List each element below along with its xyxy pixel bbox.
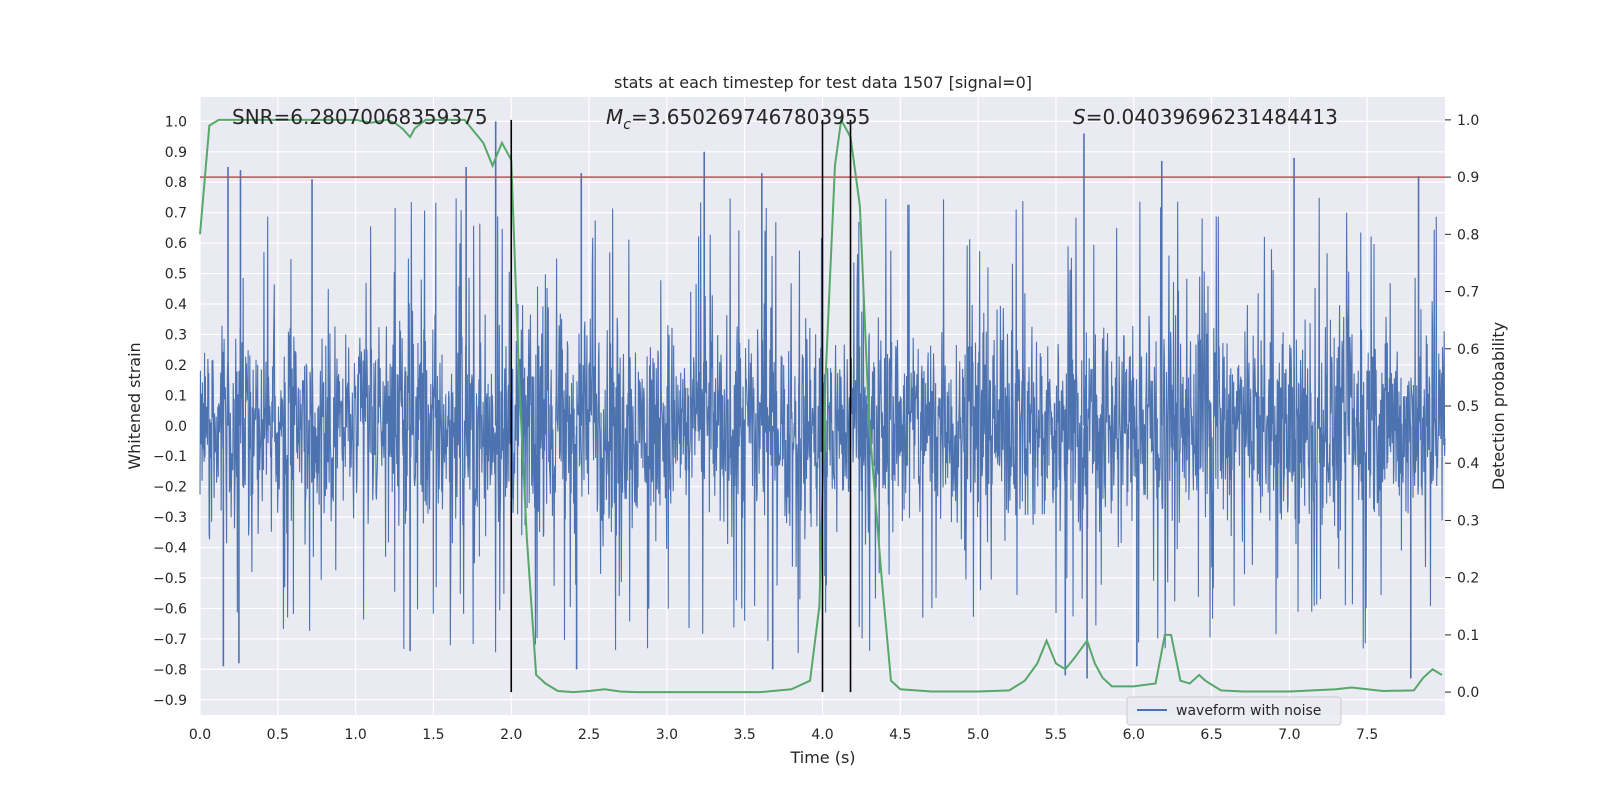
y-right-tick-label: 0.2 xyxy=(1457,571,1479,587)
y-right-tick-label: 0.3 xyxy=(1457,513,1479,529)
y-right-tick-label: 0.9 xyxy=(1457,170,1479,186)
y-right-tick-label: 0.7 xyxy=(1457,285,1479,301)
statistic-value: =0.04039696231484413 xyxy=(1086,105,1338,129)
y-right-axis-ticks: 1.0 0.9 0.8 0.7 0.6 0.5 0.4 0.3 0.2 0.1 0.0 xyxy=(1445,113,1479,701)
y-right-axis-title: Detection probability xyxy=(1489,322,1508,490)
event-markers xyxy=(510,119,852,693)
y-left-tick-label: 0.1 xyxy=(165,388,187,404)
legend-label: waveform with noise xyxy=(1176,703,1321,719)
chirp-mass-annotation: Mc=3.6502697467803955 xyxy=(606,105,870,133)
y-right-tick-label: 0.4 xyxy=(1457,456,1479,472)
x-tick-label: 4.0 xyxy=(811,727,833,743)
probability-series xyxy=(199,116,1443,694)
x-tick-label: 6.0 xyxy=(1123,727,1145,743)
x-tick-label: 2.5 xyxy=(578,727,600,743)
x-tick-label: 2.0 xyxy=(500,727,522,743)
y-left-tick-label: −0.5 xyxy=(153,571,187,587)
y-left-tick-label: −0.9 xyxy=(153,693,187,709)
y-left-tick-label: 0.5 xyxy=(165,267,187,283)
x-tick-label: 5.0 xyxy=(967,727,989,743)
y-left-tick-label: 0.2 xyxy=(165,358,187,374)
y-left-axis-ticks: 1.0 0.9 0.8 0.7 0.6 0.5 0.4 0.3 0.2 0.1 0.0 −0.1 −0.… xyxy=(153,114,187,708)
y-right-tick-label: 0.0 xyxy=(1457,685,1479,701)
y-left-axis-title: Whitened strain xyxy=(125,342,144,469)
legend: waveform with noise xyxy=(1126,696,1342,726)
y-left-tick-label: 0.7 xyxy=(165,206,187,222)
x-tick-label: 3.0 xyxy=(656,727,678,743)
y-left-tick-label: −0.6 xyxy=(153,601,187,617)
y-left-tick-label: −0.8 xyxy=(153,662,187,678)
x-tick-label: 1.0 xyxy=(344,727,366,743)
chirp-mass-value: =3.6502697467803955 xyxy=(631,105,870,129)
x-tick-label: 0.0 xyxy=(189,727,211,743)
x-axis-title: Time (s) xyxy=(789,748,855,767)
probability-line xyxy=(199,116,1443,694)
chirp-mass-subscript: c xyxy=(623,117,631,133)
y-right-tick-label: 0.1 xyxy=(1457,628,1479,644)
x-tick-label: 7.0 xyxy=(1278,727,1300,743)
y-right-tick-label: 1.0 xyxy=(1457,113,1479,129)
x-tick-label: 4.5 xyxy=(889,727,911,743)
x-tick-label: 1.5 xyxy=(422,727,444,743)
chirp-mass-symbol: M xyxy=(606,105,623,129)
y-left-tick-label: −0.3 xyxy=(153,510,187,526)
y-right-tick-label: 0.8 xyxy=(1457,227,1479,243)
x-axis-ticks: 0.0 0.5 1.0 1.5 2.0 2.5 3.0 3.5 4.0 4.5 5.0 5.5 6.0 6… xyxy=(189,727,1378,743)
y-left-tick-label: 0.6 xyxy=(165,236,187,252)
statistic-annotation: S=0.04039696231484413 xyxy=(1073,105,1338,129)
x-tick-label: 5.5 xyxy=(1045,727,1067,743)
y-right-tick-label: 0.5 xyxy=(1457,399,1479,415)
y-left-tick-label: −0.4 xyxy=(153,541,187,557)
statistic-symbol: S xyxy=(1073,105,1086,129)
y-left-tick-label: 0.8 xyxy=(165,175,187,191)
y-left-tick-label: 0.0 xyxy=(165,419,187,435)
x-tick-label: 7.5 xyxy=(1356,727,1378,743)
y-left-tick-label: 0.3 xyxy=(165,327,187,343)
y-left-tick-label: −0.2 xyxy=(153,480,187,496)
y-left-tick-label: −0.7 xyxy=(153,632,187,648)
x-tick-label: 6.5 xyxy=(1200,727,1222,743)
y-left-tick-label: 0.4 xyxy=(165,297,187,313)
y-left-tick-label: 0.9 xyxy=(165,145,187,161)
y-left-tick-label: −0.1 xyxy=(153,449,187,465)
legend-box xyxy=(1126,696,1342,726)
chart-title: stats at each timestep for test data 150… xyxy=(614,73,1032,92)
y-left-tick-label: 1.0 xyxy=(165,114,187,130)
x-tick-label: 3.5 xyxy=(734,727,756,743)
y-right-tick-label: 0.6 xyxy=(1457,342,1479,358)
x-tick-label: 0.5 xyxy=(267,727,289,743)
snr-annotation: SNR=6.28070068359375 xyxy=(232,105,488,129)
